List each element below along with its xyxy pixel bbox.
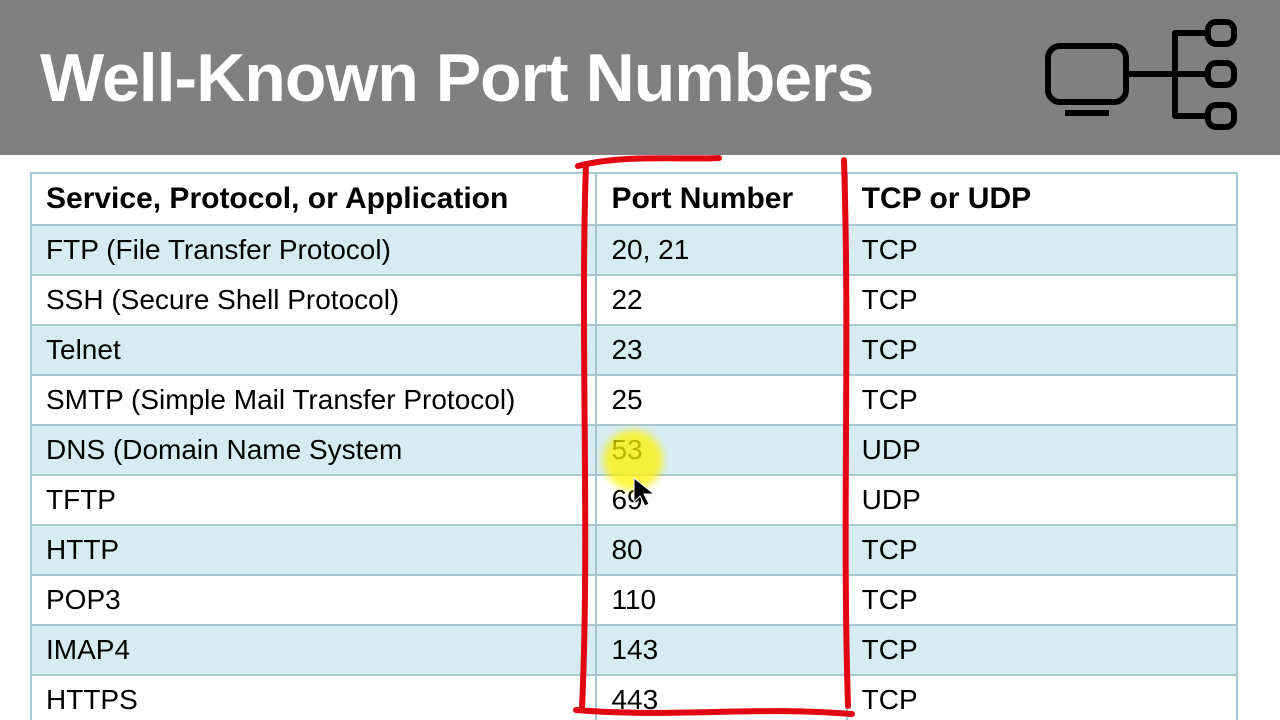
- cell: TCP: [847, 375, 1237, 425]
- port-table: Service, Protocol, or ApplicationPort Nu…: [30, 172, 1238, 720]
- cell: 53: [596, 425, 846, 475]
- cell: POP3: [31, 575, 596, 625]
- cell: SMTP (Simple Mail Transfer Protocol): [31, 375, 596, 425]
- cell: 80: [596, 525, 846, 575]
- cell: 110: [596, 575, 846, 625]
- cell: HTTPS: [31, 675, 596, 720]
- cell: UDP: [847, 425, 1237, 475]
- header-bar: Well-Known Port Numbers: [0, 0, 1280, 155]
- table-row: IMAP4143TCP: [31, 625, 1237, 675]
- cell: Telnet: [31, 325, 596, 375]
- col-header-1: Port Number: [596, 173, 846, 225]
- cell: IMAP4: [31, 625, 596, 675]
- cell: UDP: [847, 475, 1237, 525]
- cell: TCP: [847, 525, 1237, 575]
- cell: TCP: [847, 675, 1237, 720]
- table-row: HTTPS443TCP: [31, 675, 1237, 720]
- cell: 20, 21: [596, 225, 846, 275]
- cell: TCP: [847, 275, 1237, 325]
- col-header-2: TCP or UDP: [847, 173, 1237, 225]
- table-row: HTTP80TCP: [31, 525, 1237, 575]
- table-row: SMTP (Simple Mail Transfer Protocol)25TC…: [31, 375, 1237, 425]
- table-row: TFTP69UDP: [31, 475, 1237, 525]
- port-table-container: Service, Protocol, or ApplicationPort Nu…: [30, 172, 1238, 720]
- cell: 22: [596, 275, 846, 325]
- cell: FTP (File Transfer Protocol): [31, 225, 596, 275]
- cell: TCP: [847, 625, 1237, 675]
- cell: SSH (Secure Shell Protocol): [31, 275, 596, 325]
- page-title: Well-Known Port Numbers: [40, 39, 873, 117]
- table-row: POP3110TCP: [31, 575, 1237, 625]
- cell: 23: [596, 325, 846, 375]
- cell: 25: [596, 375, 846, 425]
- network-icon: [1040, 18, 1240, 153]
- cell: TCP: [847, 325, 1237, 375]
- col-header-0: Service, Protocol, or Application: [31, 173, 596, 225]
- cell: DNS (Domain Name System: [31, 425, 596, 475]
- cell: 143: [596, 625, 846, 675]
- table-row: DNS (Domain Name System53UDP: [31, 425, 1237, 475]
- cell: 443: [596, 675, 846, 720]
- cell: 69: [596, 475, 846, 525]
- table-row: FTP (File Transfer Protocol)20, 21TCP: [31, 225, 1237, 275]
- cell: TCP: [847, 225, 1237, 275]
- table-row: SSH (Secure Shell Protocol)22TCP: [31, 275, 1237, 325]
- table-row: Telnet23TCP: [31, 325, 1237, 375]
- cell: TCP: [847, 575, 1237, 625]
- cell: TFTP: [31, 475, 596, 525]
- cell: HTTP: [31, 525, 596, 575]
